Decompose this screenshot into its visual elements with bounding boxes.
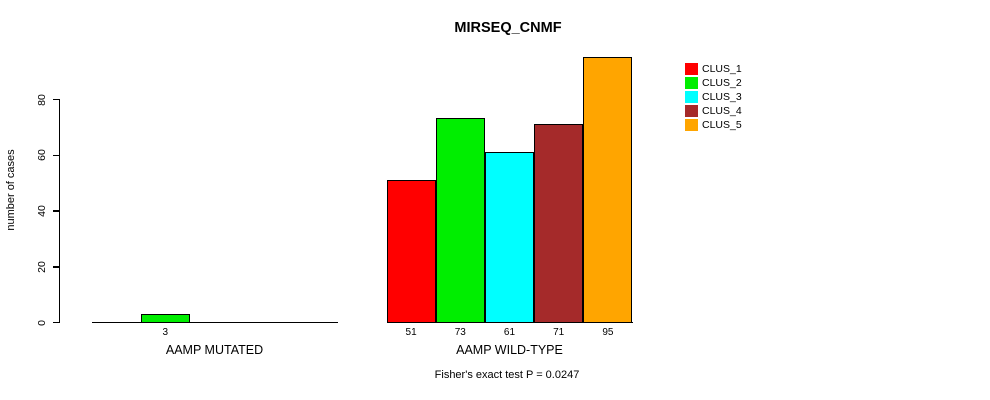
clus_5-legend-swatch [685,119,698,131]
bar-clus_2-wild-type [435,118,485,324]
y-axis-tick [53,266,59,268]
bar-clus_5-wild-type [583,56,633,324]
bar-clus_3-wild-type [484,151,535,324]
clus_1-legend-swatch [685,63,698,75]
y-tick-label: 60 [36,149,48,162]
y-tick-label: 80 [36,93,48,106]
y-axis-tick [53,322,59,324]
clus_3-legend-swatch [685,91,698,103]
legend-label-clus_3: CLUS_3 [702,91,742,103]
clus_2-legend-swatch [685,77,698,89]
bar-clus_4-wild-type [534,123,584,324]
legend-label-clus_5: CLUS_5 [702,119,742,131]
clus_4-legend-swatch [685,105,698,117]
chart-title: MIRSEQ_CNMF [454,20,562,36]
y-axis-tick [53,98,59,101]
legend-label-clus_4: CLUS_4 [702,105,742,117]
y-tick-label: 20 [36,261,48,273]
y-tick-label: 0 [36,319,48,326]
bar-value-label: 3 [162,327,169,338]
y-axis-label: number of cases [5,149,17,231]
group-baseline [91,322,338,324]
y-axis-line [59,98,61,324]
bar-value-label: 61 [503,327,516,338]
footer-stat-note: Fisher's exact test P = 0.0247 [434,369,580,381]
y-axis-tick [53,210,59,212]
bar-value-label: 95 [602,327,614,338]
bar-clus_2-mutated [140,313,190,324]
x-group-label: AAMP WILD-TYPE [456,343,563,357]
bar-value-label: 71 [553,327,565,338]
bar-clus_1-wild-type [386,179,436,324]
bar-value-label: 51 [405,327,417,338]
y-axis-tick [53,154,59,156]
bar-value-label: 73 [454,327,466,338]
legend-label-clus_1: CLUS_1 [702,63,742,75]
legend-label-clus_2: CLUS_2 [702,77,742,89]
y-tick-label: 40 [36,205,48,217]
x-group-label: AAMP MUTATED [165,343,264,357]
